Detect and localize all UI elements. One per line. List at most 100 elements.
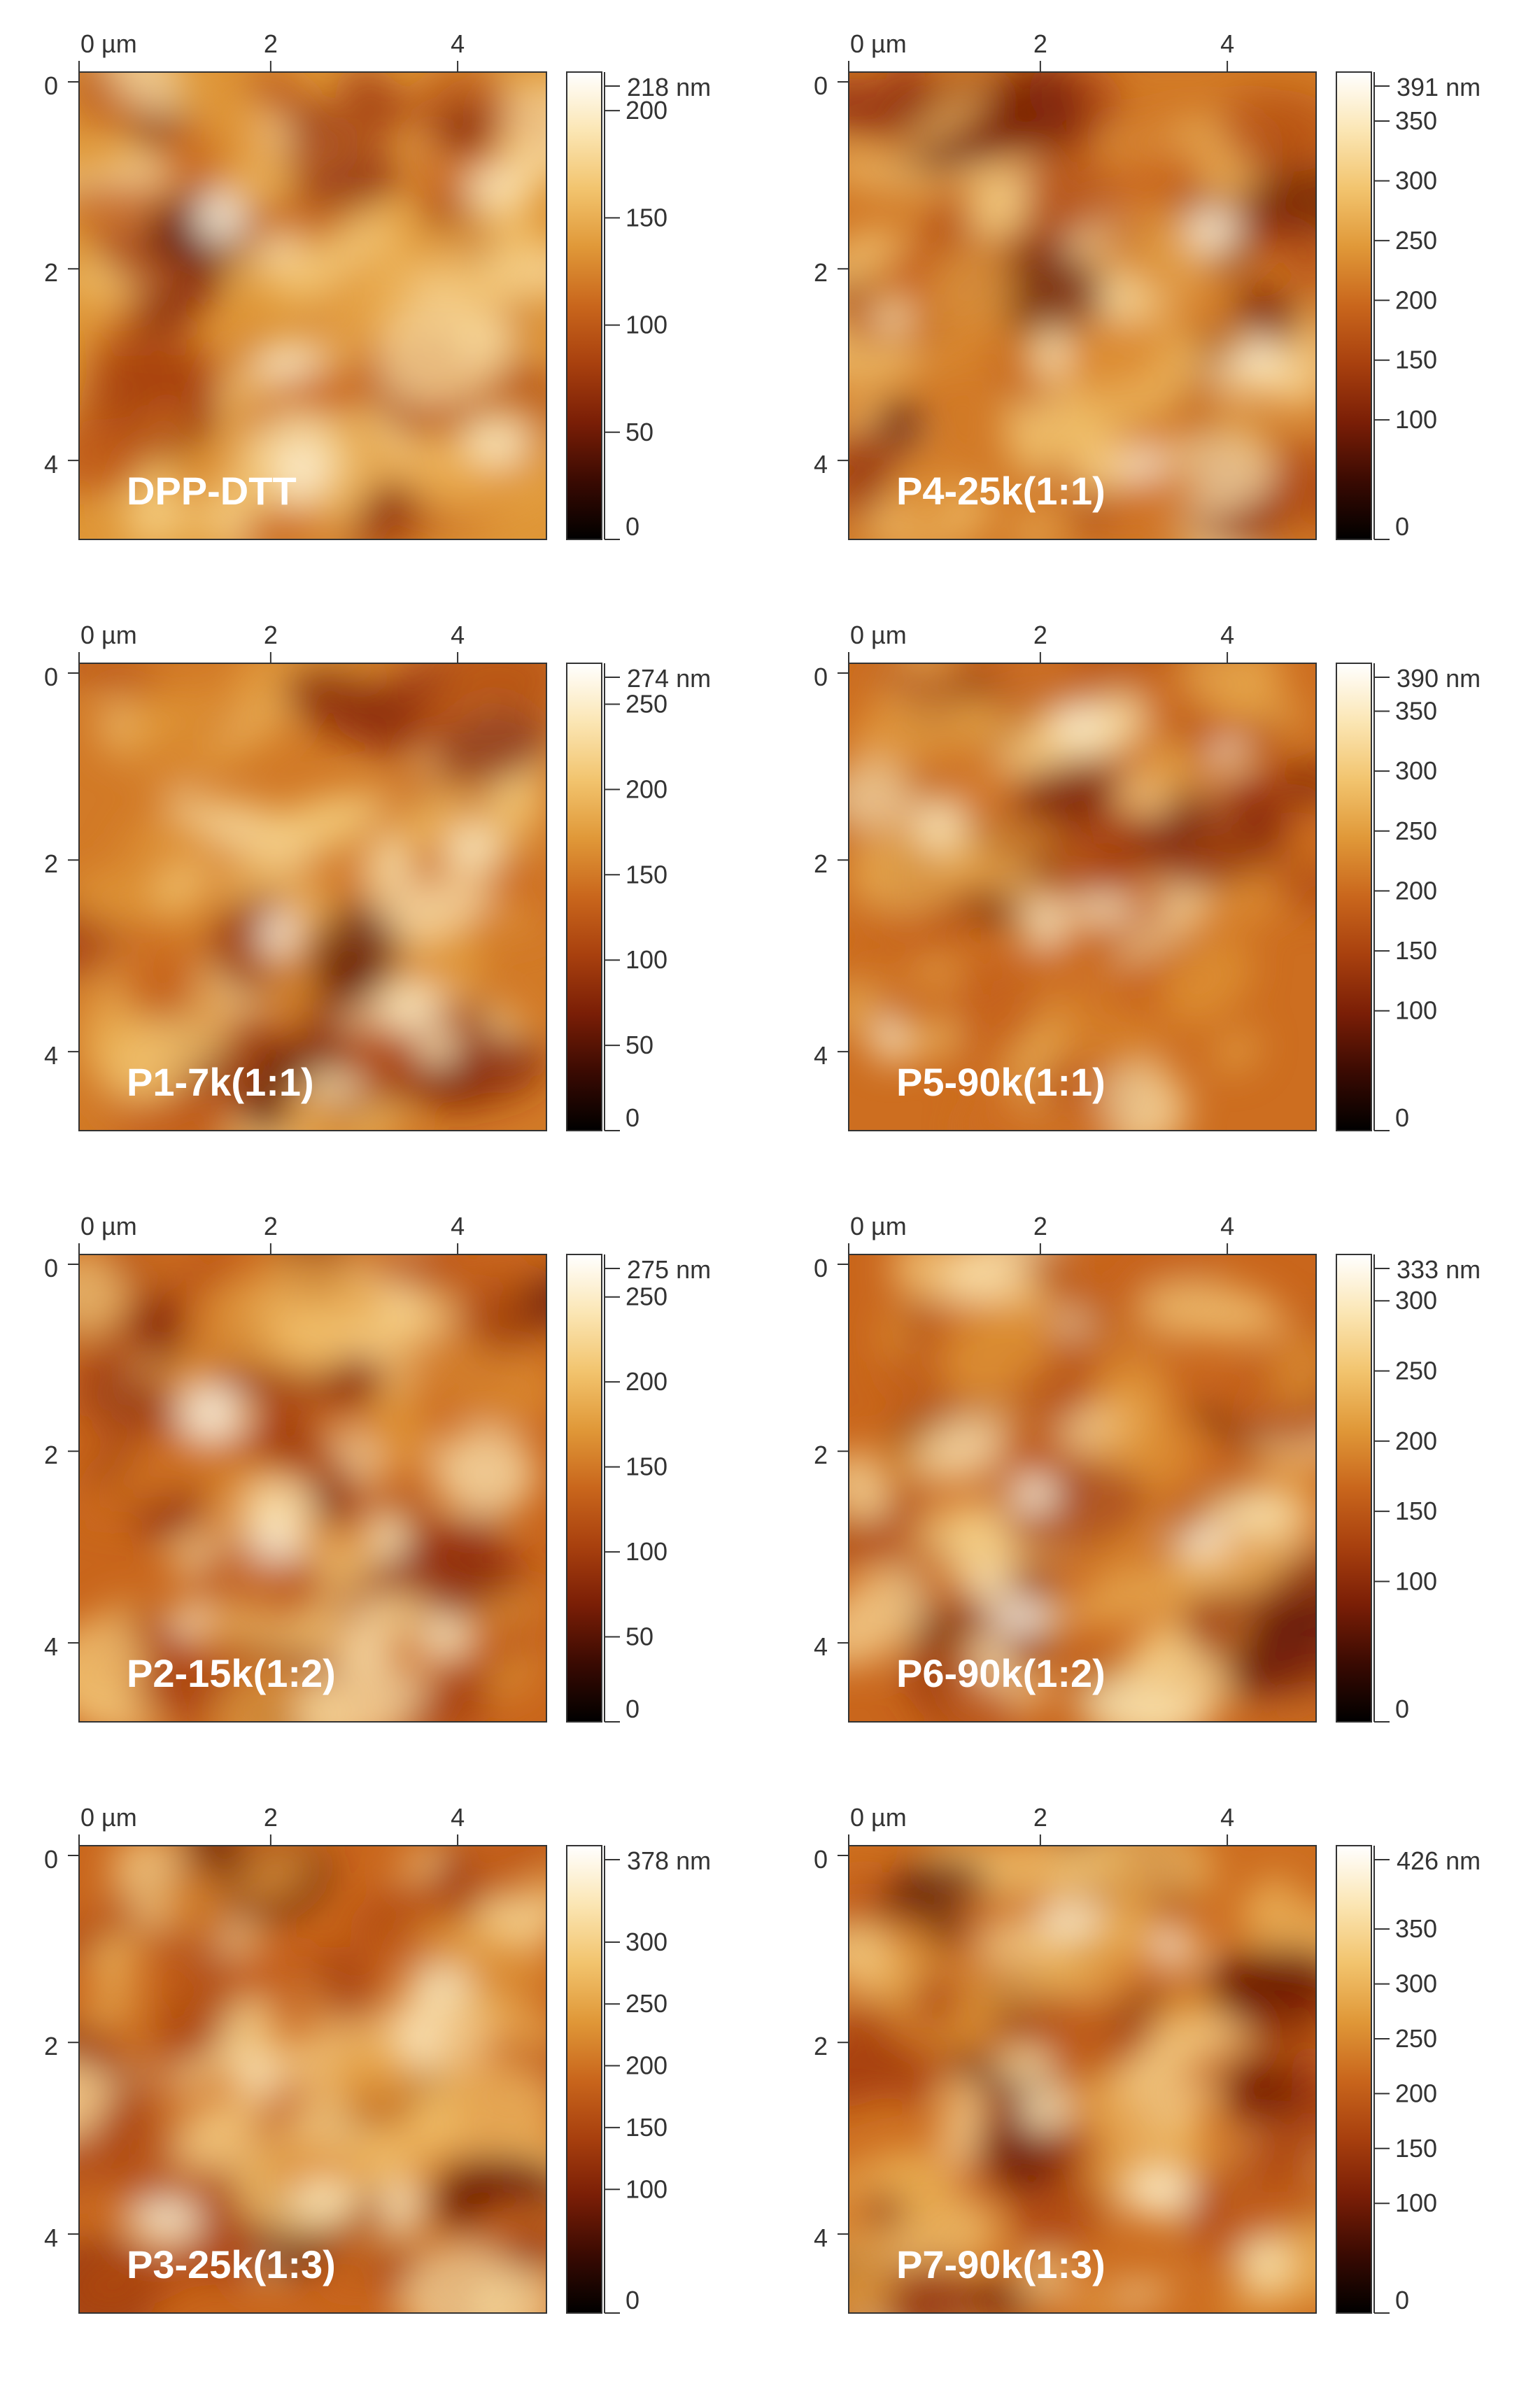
x-tick-label: 2 (264, 1803, 278, 1832)
x-tick-label: 0 µm (80, 29, 137, 58)
x-tick-label: 2 (1033, 1212, 1047, 1240)
scale-tick-label: 50 (626, 1031, 654, 1059)
y-tick-label: 4 (44, 2223, 58, 2252)
scale-tick-label: 150 (1395, 346, 1437, 374)
x-tick-label: 4 (1220, 1803, 1234, 1832)
y-tick-label: 4 (44, 450, 58, 479)
y-tick-label: 0 (814, 71, 828, 100)
y-tick-label: 2 (814, 258, 828, 287)
scale-tick-label: 300 (1395, 1286, 1437, 1315)
sample-label: P6-90k(1:2) (896, 1651, 1105, 1695)
x-tick-label: 2 (1033, 29, 1047, 58)
scale-tick-label: 150 (626, 860, 667, 889)
x-tick-label: 0 µm (80, 1212, 137, 1240)
color-scale-bar (1336, 1845, 1372, 2314)
afm-panel: 0 µm 2 4 0 2 4 P3-25k(1:3) 378 nm 300 250 200 150 10… (44, 1803, 711, 2314)
afm-height-map (849, 663, 1316, 1131)
afm-panel: 0 µm 2 4 0 2 4 P4-25k(1:1) 391 nm 350 300 250 200 15… (814, 29, 1481, 541)
y-tick-label: 0 (44, 1845, 58, 1874)
scale-tick-label: 0 (626, 1695, 640, 1723)
scale-tick-label: 50 (626, 418, 654, 446)
x-tick-label: 2 (1033, 1803, 1047, 1832)
scale-tick-label: 300 (1395, 166, 1437, 195)
scale-max-label: 274 nm (627, 664, 711, 693)
afm-height-map (849, 72, 1316, 539)
y-tick-label: 0 (44, 663, 58, 691)
scale-tick-label: 100 (626, 1537, 667, 1566)
y-tick-label: 4 (814, 1041, 828, 1070)
x-tick-label: 0 µm (80, 1803, 137, 1832)
afm-panel: 0 µm 2 4 0 2 4 P5-90k(1:1) 390 nm 350 300 250 200 15… (814, 621, 1481, 1132)
y-tick-label: 4 (44, 1632, 58, 1661)
scale-tick-label: 200 (1395, 876, 1437, 905)
x-tick-label: 2 (264, 1212, 278, 1240)
y-tick-label: 2 (44, 849, 58, 878)
scale-tick-label: 300 (1395, 1970, 1437, 1998)
afm-height-map (79, 1254, 546, 1722)
y-tick-label: 2 (44, 2032, 58, 2060)
color-scale-bar (1336, 663, 1372, 1131)
scale-tick-label: 350 (1395, 697, 1437, 726)
x-tick-label: 4 (1220, 1212, 1234, 1240)
y-tick-label: 4 (814, 1632, 828, 1661)
scale-tick-label: 100 (1395, 405, 1437, 434)
scale-tick-label: 150 (1395, 2134, 1437, 2163)
scale-tick-label: 250 (1395, 2024, 1437, 2053)
y-tick-label: 2 (814, 849, 828, 878)
scale-tick-label: 150 (1395, 936, 1437, 965)
y-tick-label: 0 (814, 1254, 828, 1282)
scale-tick-label: 350 (1395, 106, 1437, 135)
scale-max-label: 391 nm (1397, 73, 1481, 101)
y-tick-label: 0 (44, 1254, 58, 1282)
color-scale-bar (1336, 71, 1372, 540)
scale-max-label: 218 nm (627, 73, 711, 101)
scale-tick-label: 100 (626, 2175, 667, 2203)
y-tick-label: 4 (44, 1041, 58, 1070)
x-tick-label: 0 µm (850, 621, 907, 649)
afm-height-map (849, 1846, 1316, 2313)
color-scale-bar (566, 1845, 602, 2314)
color-scale-bar (566, 71, 602, 540)
sample-label: P3-25k(1:3) (127, 2242, 336, 2286)
scale-tick-label: 200 (626, 775, 667, 803)
x-tick-label: 4 (451, 29, 465, 58)
x-tick-label: 4 (451, 621, 465, 649)
scale-tick-label: 150 (626, 1452, 667, 1481)
scale-tick-label: 250 (1395, 1356, 1437, 1385)
scale-tick-label: 250 (1395, 816, 1437, 845)
x-tick-label: 2 (1033, 621, 1047, 649)
sample-label: P2-15k(1:2) (127, 1651, 336, 1695)
x-tick-label: 2 (264, 621, 278, 649)
scale-tick-label: 0 (626, 1103, 640, 1132)
sample-label: DPP-DTT (127, 469, 297, 513)
scale-tick-label: 100 (1395, 2189, 1437, 2217)
color-scale-bar (1336, 1254, 1372, 1723)
scale-max-label: 390 nm (1397, 664, 1481, 693)
y-tick-label: 4 (814, 450, 828, 479)
scale-tick-label: 250 (626, 690, 667, 719)
afm-height-map (79, 663, 546, 1131)
scale-tick-label: 200 (1395, 2079, 1437, 2107)
y-tick-label: 2 (44, 1441, 58, 1469)
scale-tick-label: 0 (626, 512, 640, 541)
sample-label: P5-90k(1:1) (896, 1060, 1105, 1104)
x-tick-label: 2 (264, 29, 278, 58)
sample-label: P7-90k(1:3) (896, 2242, 1105, 2286)
y-tick-label: 0 (44, 71, 58, 100)
scale-tick-label: 300 (1395, 756, 1437, 785)
scale-tick-label: 350 (1395, 1914, 1437, 1943)
x-tick-label: 0 µm (850, 29, 907, 58)
y-tick-label: 2 (814, 2032, 828, 2060)
scale-tick-label: 250 (626, 1282, 667, 1311)
scale-tick-label: 0 (1395, 2286, 1409, 2314)
y-tick-label: 0 (814, 663, 828, 691)
scale-tick-label: 250 (626, 1989, 667, 2018)
scale-tick-label: 100 (626, 945, 667, 974)
x-tick-label: 4 (1220, 29, 1234, 58)
y-tick-label: 2 (44, 258, 58, 287)
scale-tick-label: 0 (626, 2286, 640, 2314)
